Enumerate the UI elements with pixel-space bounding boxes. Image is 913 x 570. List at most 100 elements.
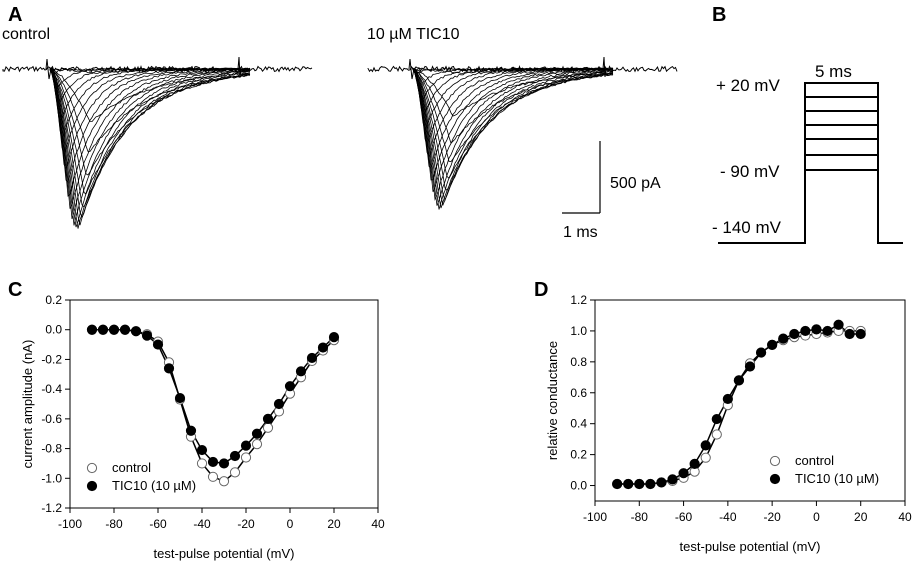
tic10-data-point bbox=[284, 381, 296, 392]
tic10-data-point bbox=[811, 324, 822, 335]
y-tick-label: -1.2 bbox=[41, 501, 62, 515]
y-tick-label: 1.0 bbox=[570, 324, 587, 338]
panel-a-letter: A bbox=[8, 4, 22, 26]
legend-label-control: control bbox=[795, 453, 834, 468]
tic10-data-point bbox=[185, 425, 197, 436]
chart-c-frame bbox=[69, 299, 379, 509]
control-data-point bbox=[262, 422, 274, 433]
current-trace bbox=[412, 67, 614, 210]
voltage-top-label: + 20 mV bbox=[716, 76, 780, 95]
chart-d-x-axis-label: test-pulse potential (mV) bbox=[680, 539, 821, 554]
y-tick-label: 0.4 bbox=[570, 417, 587, 431]
current-trace bbox=[412, 69, 614, 201]
current-trace bbox=[49, 69, 251, 195]
offset-artifact bbox=[237, 56, 242, 78]
tic10-current-traces bbox=[367, 56, 678, 210]
current-trace bbox=[49, 67, 251, 125]
current-trace bbox=[412, 69, 614, 202]
tic10-data-point bbox=[822, 325, 833, 337]
tic10-data-point bbox=[163, 363, 175, 374]
current-trace bbox=[49, 67, 251, 208]
tic10-data-point bbox=[678, 468, 689, 479]
tic10-data-point bbox=[97, 324, 109, 335]
y-tick-label: 0.6 bbox=[570, 386, 587, 400]
tic10-data-point bbox=[667, 474, 678, 485]
x-tick-label: -80 bbox=[631, 510, 649, 524]
legend-marker-control bbox=[769, 455, 781, 467]
control-trace-label: control bbox=[2, 26, 50, 43]
control-data-point bbox=[207, 471, 219, 482]
y-tick-label: 0.0 bbox=[570, 479, 587, 493]
chart-c-x-axis-label: test-pulse potential (mV) bbox=[154, 546, 295, 561]
x-tick-label: -60 bbox=[675, 510, 693, 524]
current-trace bbox=[49, 68, 251, 229]
control-current-traces bbox=[2, 56, 313, 229]
x-tick-label: 0 bbox=[813, 510, 820, 524]
tic10-data-point bbox=[711, 413, 722, 425]
current-trace bbox=[49, 68, 251, 209]
y-tick-label: 1.2 bbox=[570, 293, 587, 307]
current-trace bbox=[49, 68, 251, 226]
tic10-data-point bbox=[645, 478, 656, 490]
tic10-data-point bbox=[328, 332, 340, 343]
panel-d-letter: D bbox=[534, 279, 548, 301]
chart-d-frame bbox=[594, 299, 906, 502]
scale-current-label: 500 pA bbox=[610, 175, 661, 192]
x-tick-label: -100 bbox=[58, 517, 82, 531]
control-data-point bbox=[240, 452, 252, 463]
onset-artifact bbox=[408, 58, 415, 80]
chart-d: -100 -80 -60 -40 -20 0 20 40 0.0 0.2 0.4 0.6 0.8 1.0 1… bbox=[545, 293, 912, 554]
tic10-data-point bbox=[251, 428, 263, 439]
tic10-data-point bbox=[152, 339, 164, 350]
tic10-trace-label: 10 µM TIC10 bbox=[367, 26, 460, 43]
tic10-data-point bbox=[196, 444, 208, 456]
pulse-duration-label: 5 ms bbox=[815, 62, 852, 81]
current-trace bbox=[412, 69, 614, 144]
voltage-mid-label: - 90 mV bbox=[720, 162, 780, 181]
tic10-data-point bbox=[317, 342, 329, 353]
x-tick-label: -40 bbox=[719, 510, 737, 524]
tic10-data-point bbox=[240, 440, 252, 451]
tic10-data-point bbox=[767, 339, 778, 350]
control-data-point bbox=[711, 429, 722, 440]
chart-c: -100 -80 -60 -40 -20 0 20 40 -1.2 -1.0 -0.8 -0.6 -0.… bbox=[20, 293, 385, 561]
tic10-data-point bbox=[108, 324, 120, 335]
tic10-data-point bbox=[306, 352, 318, 364]
x-tick-label: -20 bbox=[763, 510, 781, 524]
control-data-point bbox=[251, 439, 263, 450]
tic10-data-point bbox=[744, 361, 756, 372]
tic10-data-point bbox=[733, 375, 745, 386]
voltage-protocol bbox=[718, 82, 903, 244]
current-trace bbox=[49, 69, 251, 228]
panel-b-letter: B bbox=[712, 4, 726, 26]
tic10-data-point bbox=[634, 478, 645, 490]
tic10-data-point bbox=[656, 477, 667, 488]
legend-marker-control bbox=[86, 462, 98, 474]
current-trace bbox=[412, 68, 614, 117]
current-trace bbox=[49, 66, 251, 74]
x-tick-label: -60 bbox=[149, 517, 167, 531]
x-tick-label: -40 bbox=[193, 517, 211, 531]
x-tick-label: 40 bbox=[371, 517, 385, 531]
current-trace bbox=[49, 68, 251, 220]
y-tick-label: -0.8 bbox=[41, 442, 62, 456]
tic10-data-point bbox=[844, 328, 855, 340]
legend-label-tic10: TIC10 (10 µM) bbox=[112, 478, 196, 493]
chart-d-y-axis-label: relative conductance bbox=[545, 341, 560, 460]
legend-marker-tic10 bbox=[769, 473, 781, 485]
control-data-point bbox=[229, 467, 241, 478]
offset-artifact bbox=[602, 56, 607, 78]
y-tick-label: 0.2 bbox=[45, 293, 62, 307]
tic10-data-point bbox=[623, 478, 634, 490]
x-tick-label: 20 bbox=[854, 510, 868, 524]
tic10-data-point bbox=[229, 450, 241, 462]
tic10-data-point bbox=[800, 325, 811, 337]
tic10-data-point bbox=[119, 324, 131, 335]
tic10-data-point bbox=[295, 366, 307, 377]
protocol-outline bbox=[718, 82, 903, 244]
tic10-data-point bbox=[141, 330, 153, 341]
current-trace bbox=[412, 67, 614, 73]
tic10-data-point bbox=[207, 456, 219, 468]
y-tick-label: -0.2 bbox=[41, 352, 62, 366]
